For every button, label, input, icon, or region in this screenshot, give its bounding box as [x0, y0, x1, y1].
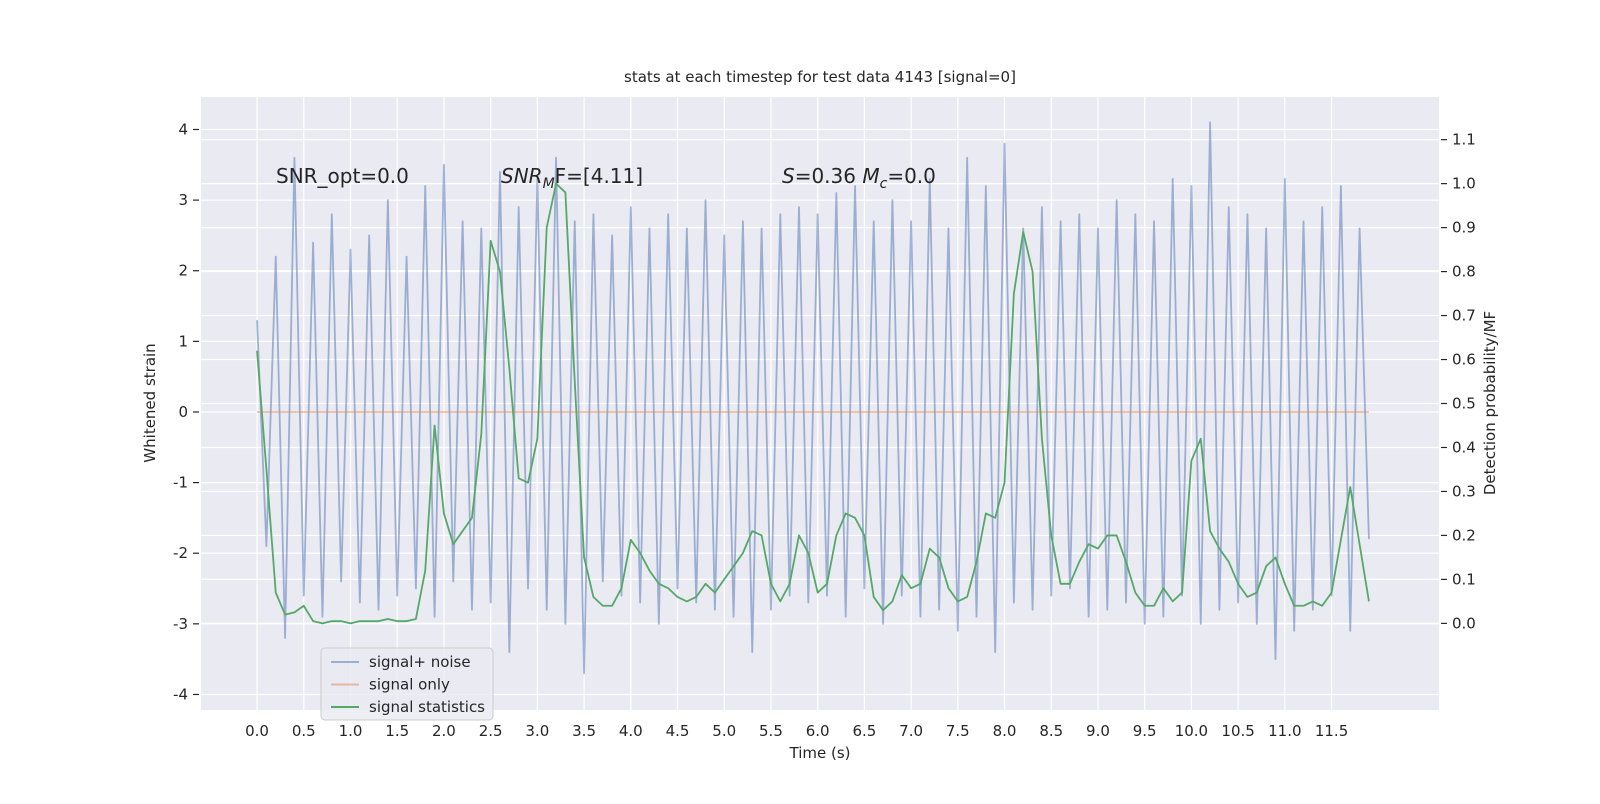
legend-label: signal only [369, 676, 450, 694]
x-tick-label: 7.5 [946, 722, 970, 740]
annotation-part: SNR [501, 164, 543, 188]
y2-tick-label: 0.8 [1452, 263, 1476, 281]
x-tick-label: 3.5 [572, 722, 596, 740]
y2-tick-label: 1.1 [1452, 131, 1476, 149]
y-tick-label: 1 [178, 332, 188, 350]
legend-box [320, 647, 494, 721]
y-tick-label: 4 [178, 120, 188, 138]
x-tick-label: 8.0 [993, 722, 1017, 740]
x-tick-label: 11.0 [1268, 722, 1301, 740]
x-tick-label: 0.0 [245, 722, 269, 740]
annotation: S=0.36 Mc=0.0 [782, 164, 936, 192]
legend-label: signal statistics [369, 698, 485, 716]
x-tick-label: 5.5 [759, 722, 783, 740]
y2-tick-label: 0.9 [1452, 219, 1476, 237]
y-tick-label: 0 [178, 403, 188, 421]
x-tick-label: 0.5 [292, 722, 316, 740]
x-tick-label: 4.5 [666, 722, 690, 740]
annotation-part: M [862, 164, 879, 188]
y2-tick-label: 0.3 [1452, 482, 1476, 500]
annotation-part: SNR_opt=0.0 [276, 164, 409, 188]
x-tick-label: 10.0 [1175, 722, 1208, 740]
legend-label: signal+ noise [369, 653, 471, 671]
x-axis-label: Time (s) [789, 744, 851, 762]
x-tick-label: 3.0 [525, 722, 549, 740]
y2-tick-label: 0.2 [1452, 526, 1476, 544]
annotation-part: F=[4.11] [555, 164, 643, 188]
x-tick-label: 1.0 [339, 722, 363, 740]
x-tick-label: 10.5 [1221, 722, 1254, 740]
y2-tick-label: 0.0 [1452, 614, 1476, 632]
y-axis-label: Whitened strain [141, 343, 159, 462]
y2-tick-label: 0.6 [1452, 351, 1476, 369]
x-tick-label: 9.5 [1133, 722, 1157, 740]
marks [256, 121, 1370, 675]
y2-tick-label: 0.1 [1452, 570, 1476, 588]
labels: 0.0 0.5 1.0 1.5 2.0 2.5 3.0 3.5 4.0 4.5 5.0 5.5 6.0 6… [173, 120, 1476, 740]
x-tick-label: 7.0 [899, 722, 923, 740]
y-tick-label: 3 [178, 191, 188, 209]
x-tick-label: 4.0 [619, 722, 643, 740]
y2-tick-label: 0.5 [1452, 395, 1476, 413]
y-tick-label: -1 [173, 474, 188, 492]
y-tick-label: -2 [173, 544, 188, 562]
y-tick-label: -3 [173, 615, 188, 633]
series-line [256, 121, 1370, 675]
y2-tick-label: 0.7 [1452, 307, 1476, 325]
x-tick-label: 9.0 [1086, 722, 1110, 740]
annotation-part: S [782, 164, 795, 188]
annotation-part: c [880, 176, 888, 192]
series-line [256, 182, 1370, 625]
y2-tick-label: 0.4 [1452, 438, 1476, 456]
x-tick-label: 5.0 [712, 722, 736, 740]
annotation: SNRMF=[4.11] [501, 164, 643, 192]
y-tick-label: -4 [173, 685, 188, 703]
x-tick-label: 11.5 [1315, 722, 1348, 740]
y2-tick-label: 1.0 [1452, 175, 1476, 193]
legend: signal+ noise signal only signal statistic… [320, 647, 494, 721]
annotation-part: =0.36 [795, 164, 863, 188]
x-tick-label: 6.5 [852, 722, 876, 740]
x-tick-label: 8.5 [1039, 722, 1063, 740]
annotation-part: =0.0 [887, 164, 936, 188]
chart-title: stats at each timestep for test data 414… [624, 68, 1016, 86]
x-tick-label: 2.5 [479, 722, 503, 740]
x-tick-label: 1.5 [385, 722, 409, 740]
y2-axis-label: Detection probability/MF [1481, 311, 1499, 495]
x-tick-label: 2.0 [432, 722, 456, 740]
x-tick-label: 6.0 [806, 722, 830, 740]
annotation-part: M [543, 176, 555, 192]
y-tick-label: 2 [178, 262, 188, 280]
annotation: SNR_opt=0.0 [276, 164, 409, 188]
